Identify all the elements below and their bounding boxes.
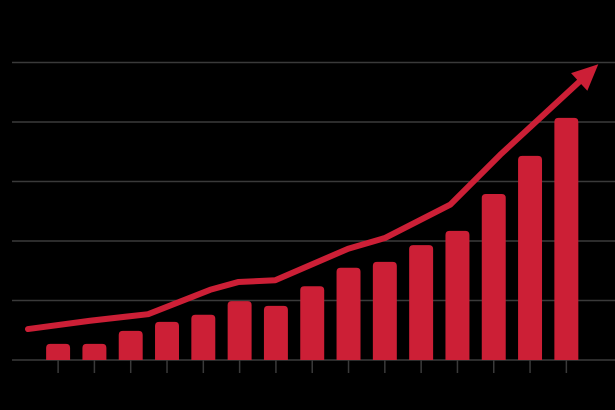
bar bbox=[481, 193, 506, 360]
bar bbox=[118, 330, 143, 360]
bar bbox=[191, 314, 216, 360]
bar bbox=[336, 267, 361, 360]
bar bbox=[409, 245, 434, 360]
trend-line bbox=[24, 73, 588, 333]
bar bbox=[518, 155, 543, 360]
bar bbox=[445, 230, 470, 360]
bar bbox=[554, 117, 579, 361]
bar bbox=[82, 343, 107, 360]
bar bbox=[155, 321, 179, 360]
bar bbox=[227, 301, 252, 360]
bar bbox=[300, 286, 325, 360]
bar bbox=[372, 261, 397, 360]
bar bbox=[263, 305, 288, 360]
trend-arrowhead bbox=[571, 64, 599, 91]
bar bbox=[46, 343, 71, 360]
